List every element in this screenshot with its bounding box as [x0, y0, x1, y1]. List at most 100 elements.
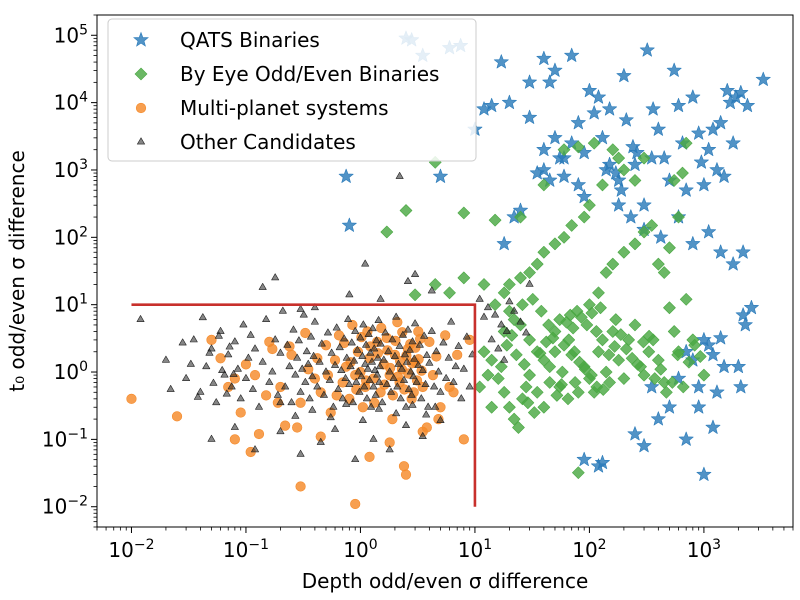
data-point [645, 219, 659, 232]
data-point [660, 386, 673, 399]
data-point [518, 358, 531, 371]
data-point [516, 392, 529, 406]
data-point [556, 168, 572, 183]
data-point [371, 390, 380, 398]
data-point [503, 278, 516, 291]
data-point [308, 372, 317, 380]
data-point [373, 370, 382, 378]
data-point [341, 217, 357, 232]
data-point [424, 336, 435, 348]
data-point [679, 293, 693, 306]
data-point [542, 74, 558, 89]
data-point [229, 369, 238, 377]
data-point [502, 326, 511, 334]
data-point [249, 370, 261, 381]
data-point [697, 368, 711, 382]
data-point [242, 374, 250, 381]
data-point [392, 409, 401, 417]
data-point [709, 162, 725, 177]
data-point [385, 367, 394, 375]
data-point [421, 380, 430, 388]
data-point [603, 376, 616, 389]
data-point [606, 143, 620, 156]
data-point [287, 398, 296, 406]
data-point [676, 166, 689, 180]
data-point [580, 318, 594, 332]
data-point [367, 357, 376, 365]
data-point [537, 178, 551, 192]
data-point [280, 420, 291, 431]
data-point [327, 348, 336, 356]
data-point [645, 101, 661, 116]
data-point [566, 321, 580, 335]
data-point [388, 335, 397, 343]
data-point [547, 62, 563, 77]
legend-marker [133, 31, 149, 47]
data-point [485, 400, 498, 414]
data-point [562, 333, 576, 347]
data-point [411, 319, 420, 327]
data-point [617, 245, 631, 259]
legend-marker [134, 67, 148, 81]
data-point [136, 315, 145, 323]
data-point [514, 210, 527, 224]
data-point [648, 372, 662, 385]
data-point [609, 313, 623, 326]
data-point [372, 336, 381, 344]
data-point [378, 398, 387, 406]
data-point [623, 209, 639, 224]
data-point [611, 172, 627, 187]
data-point [452, 349, 463, 360]
data-point [705, 347, 721, 362]
data-point [495, 360, 508, 373]
data-point [533, 346, 547, 360]
data-point [672, 210, 685, 224]
data-point [322, 367, 330, 375]
data-point [530, 257, 544, 271]
data-point [477, 345, 491, 359]
data-point [214, 331, 223, 339]
data-point [361, 259, 370, 267]
data-point [196, 387, 205, 395]
data-point [230, 337, 239, 345]
data-point [379, 355, 388, 363]
data-point [358, 416, 367, 424]
data-point [198, 313, 207, 321]
data-point [523, 266, 536, 279]
data-point [189, 335, 198, 343]
data-point [523, 333, 536, 347]
data-point [652, 353, 665, 367]
data-point [360, 382, 369, 390]
x-tick-label: 102 [572, 537, 606, 562]
data-point [459, 364, 468, 372]
data-point [596, 333, 609, 347]
data-point [691, 125, 707, 140]
data-point [182, 374, 191, 381]
data-point [550, 389, 564, 402]
data-point [235, 407, 246, 418]
legend-marker [136, 137, 146, 145]
data-point [694, 350, 707, 363]
data-point [663, 301, 676, 315]
data-point [376, 339, 385, 347]
data-point [542, 172, 558, 187]
data-point [369, 382, 378, 390]
data-point [296, 387, 305, 395]
data-point [376, 322, 387, 334]
cut-line-layer [131, 303, 477, 507]
data-point [679, 136, 693, 150]
data-point [400, 375, 408, 383]
data-point [365, 375, 374, 383]
data-point [602, 348, 616, 362]
data-point [230, 423, 239, 430]
data-point [420, 331, 429, 339]
data-point [340, 334, 349, 342]
data-point [696, 177, 712, 192]
data-point [500, 355, 509, 363]
legend-box [107, 18, 477, 162]
data-point [375, 362, 384, 370]
data-point [399, 204, 413, 217]
data-point [202, 362, 211, 370]
data-point [481, 368, 495, 382]
data-point [381, 328, 390, 336]
